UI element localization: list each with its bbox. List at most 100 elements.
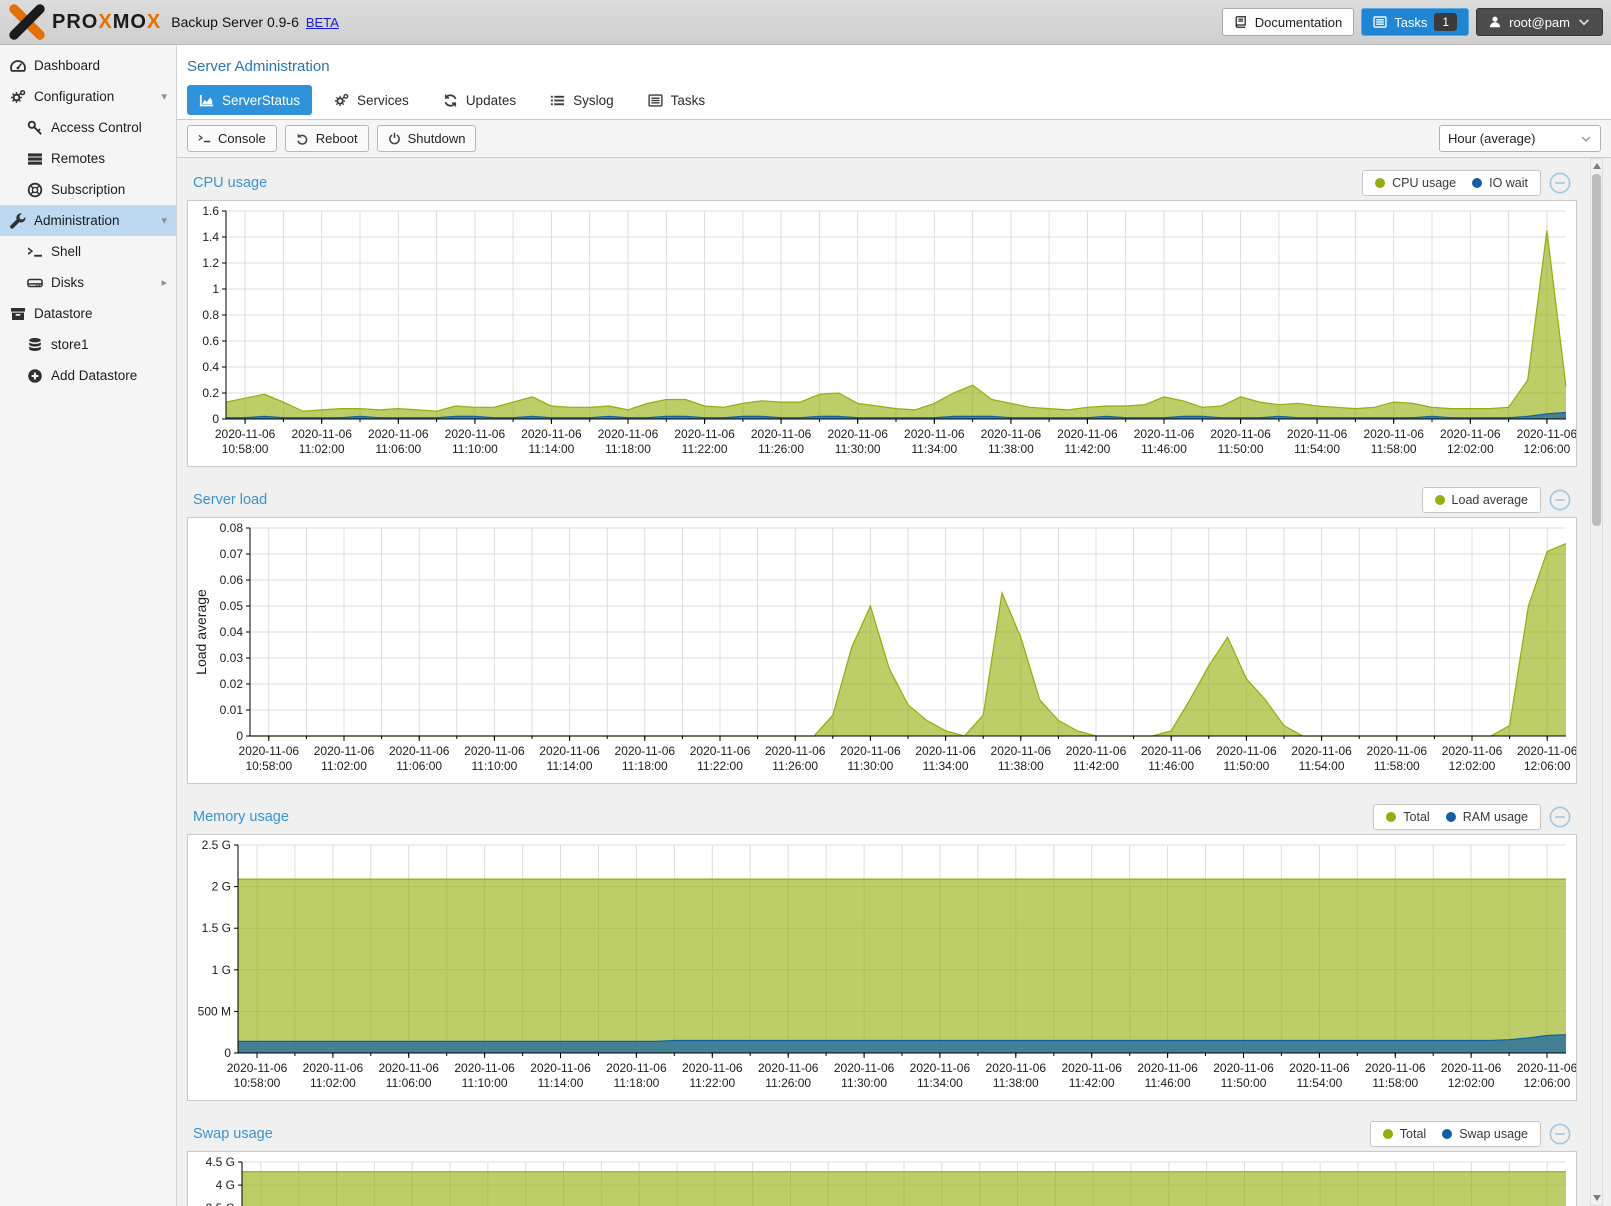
beta-link[interactable]: BETA xyxy=(305,14,339,30)
svg-text:11:26:00: 11:26:00 xyxy=(772,759,818,773)
svg-text:2020-11-06: 2020-11-06 xyxy=(1134,427,1195,441)
legend-label: Swap usage xyxy=(1459,1127,1528,1141)
svg-text:2020-11-06: 2020-11-06 xyxy=(758,1061,819,1075)
svg-text:11:14:00: 11:14:00 xyxy=(547,759,593,773)
collapse-panel-button[interactable] xyxy=(1549,1123,1571,1145)
user-menu-button[interactable]: root@pam xyxy=(1476,8,1603,36)
svg-text:4.5 G: 4.5 G xyxy=(206,1155,235,1169)
svg-text:0.06: 0.06 xyxy=(220,573,244,587)
svg-text:12:06:00: 12:06:00 xyxy=(1524,1076,1571,1090)
sidebar-item-disks[interactable]: Disks ▸ xyxy=(0,267,176,298)
legend-item-load-average: Load average xyxy=(1434,493,1528,507)
tab-serverstatus[interactable]: ServerStatus xyxy=(187,85,313,115)
svg-text:2020-11-06: 2020-11-06 xyxy=(751,427,812,441)
svg-text:11:14:00: 11:14:00 xyxy=(538,1076,584,1090)
svg-text:2020-11-06: 2020-11-06 xyxy=(1289,1061,1350,1075)
svg-text:2020-11-06: 2020-11-06 xyxy=(530,1061,591,1075)
tab-label: Updates xyxy=(465,92,517,108)
sidebar-item-label: Add Datastore xyxy=(51,368,138,383)
svg-text:11:30:00: 11:30:00 xyxy=(841,1076,887,1090)
proxmox-x-icon xyxy=(8,3,46,41)
sidebar-item-dashboard[interactable]: Dashboard xyxy=(0,50,176,81)
svg-text:12:06:00: 12:06:00 xyxy=(1524,442,1571,456)
tab-label: Services xyxy=(357,92,409,108)
legend-item-total: Total xyxy=(1386,810,1430,824)
svg-text:2020-11-06: 2020-11-06 xyxy=(910,1061,971,1075)
console-button[interactable]: Console xyxy=(187,125,277,152)
scroll-up-arrow[interactable] xyxy=(1591,159,1602,173)
vertical-scrollbar[interactable] xyxy=(1590,158,1603,1206)
sidebar-item-add-datastore[interactable]: Add Datastore xyxy=(0,360,176,391)
sidebar-item-label: Configuration xyxy=(34,89,115,104)
tab-services[interactable]: Services xyxy=(322,85,421,115)
sidebar-item-subscription[interactable]: Subscription xyxy=(0,174,176,205)
svg-text:11:34:00: 11:34:00 xyxy=(917,1076,963,1090)
expander-down-icon[interactable]: ▾ xyxy=(161,215,167,227)
box-icon xyxy=(10,306,26,322)
svg-text:0.2: 0.2 xyxy=(202,386,219,400)
svg-text:2020-11-06: 2020-11-06 xyxy=(521,427,582,441)
svg-text:1.4: 1.4 xyxy=(202,230,219,244)
sidebar-item-remotes[interactable]: Remotes xyxy=(0,143,176,174)
refresh-icon xyxy=(443,93,458,108)
tasks-label: Tasks xyxy=(1394,14,1428,30)
sidebar-item-store1[interactable]: store1 xyxy=(0,329,176,360)
svg-text:2020-11-06: 2020-11-06 xyxy=(834,1061,895,1075)
time-range-select[interactable]: Hour (average) xyxy=(1439,125,1601,152)
header-actions: Documentation Tasks 1 root@pam xyxy=(1221,8,1603,36)
chart-area-icon xyxy=(199,93,214,108)
tab-tasks[interactable]: Tasks xyxy=(636,85,718,115)
svg-text:10:58:00: 10:58:00 xyxy=(234,1076,281,1090)
documentation-button[interactable]: Documentation xyxy=(1221,8,1355,36)
list-icon xyxy=(550,93,565,108)
svg-text:Load average: Load average xyxy=(193,589,209,675)
svg-text:2020-11-06: 2020-11-06 xyxy=(291,427,352,441)
tab-updates[interactable]: Updates xyxy=(431,85,528,115)
sidebar-item-label: Dashboard xyxy=(34,58,101,73)
proxmox-wordmark: PROXMOX xyxy=(52,11,161,34)
tab-syslog[interactable]: Syslog xyxy=(538,85,626,115)
tasks-button[interactable]: Tasks 1 xyxy=(1361,8,1470,36)
terminal-icon xyxy=(198,132,211,145)
legend-item-cpu-usage: CPU usage xyxy=(1375,176,1456,190)
sidebar-item-configuration[interactable]: Configuration ▾ xyxy=(0,81,176,112)
svg-text:11:38:00: 11:38:00 xyxy=(993,1076,1039,1090)
scroll-down-arrow[interactable] xyxy=(1591,1191,1602,1205)
sidebar-item-label: Datastore xyxy=(34,306,93,321)
collapse-panel-button[interactable] xyxy=(1549,806,1571,828)
collapse-panel-button[interactable] xyxy=(1549,172,1571,194)
svg-text:2020-11-06: 2020-11-06 xyxy=(539,744,600,758)
reboot-button[interactable]: Reboot xyxy=(284,125,369,152)
sidebar-item-administration[interactable]: Administration ▾ xyxy=(0,205,176,236)
sidebar-item-datastore[interactable]: Datastore xyxy=(0,298,176,329)
tasklist-icon xyxy=(1373,15,1387,29)
svg-text:2.5 G: 2.5 G xyxy=(202,838,231,852)
wordmark-segment: X xyxy=(98,10,113,33)
legend-item-swap-usage: Swap usage xyxy=(1442,1127,1528,1141)
svg-text:10:58:00: 10:58:00 xyxy=(222,442,269,456)
svg-text:11:42:00: 11:42:00 xyxy=(1064,442,1110,456)
svg-text:2020-11-06: 2020-11-06 xyxy=(227,1061,288,1075)
svg-text:2020-11-06: 2020-11-06 xyxy=(1066,744,1127,758)
svg-text:2020-11-06: 2020-11-06 xyxy=(1517,1061,1577,1075)
scrollbar-thumb[interactable] xyxy=(1592,174,1601,526)
expander-down-icon[interactable]: ▾ xyxy=(161,91,167,103)
legend-label: Total xyxy=(1399,1127,1427,1141)
sidebar-item-shell[interactable]: Shell xyxy=(0,236,176,267)
shutdown-button[interactable]: Shutdown xyxy=(376,125,477,152)
proxmox-logo: PROXMOX xyxy=(8,3,161,41)
collapse-panel-button[interactable] xyxy=(1549,489,1571,511)
svg-text:12:02:00: 12:02:00 xyxy=(1449,759,1496,773)
svg-text:11:54:00: 11:54:00 xyxy=(1294,442,1340,456)
svg-text:2020-11-06: 2020-11-06 xyxy=(1141,744,1202,758)
svg-text:1.6: 1.6 xyxy=(202,204,219,218)
gears-icon xyxy=(334,93,349,108)
svg-text:11:58:00: 11:58:00 xyxy=(1372,1076,1418,1090)
legend-dot xyxy=(1375,178,1386,188)
expander-right-icon[interactable]: ▸ xyxy=(161,277,167,289)
sidebar-item-access-control[interactable]: Access Control xyxy=(0,112,176,143)
database-icon xyxy=(27,337,43,353)
svg-text:11:10:00: 11:10:00 xyxy=(452,442,498,456)
panel-header: Swap usage Total Swap usage xyxy=(187,1117,1577,1151)
